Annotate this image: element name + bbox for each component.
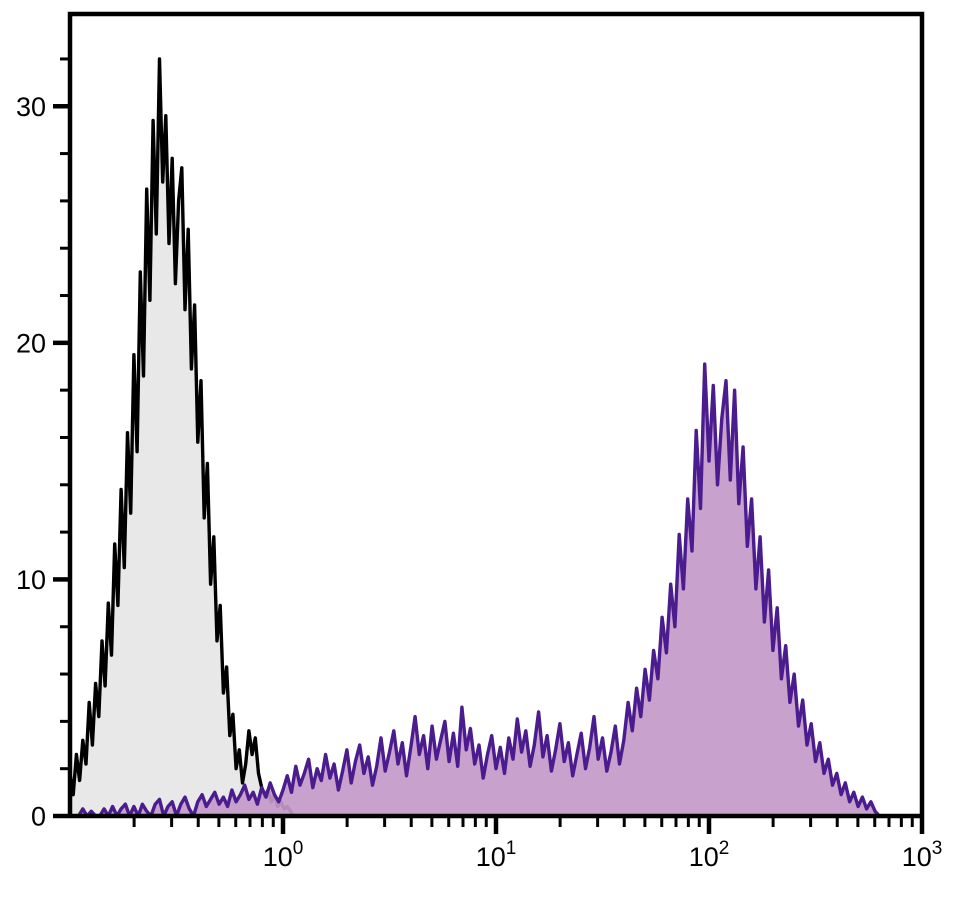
x-tick-label: 101 [476, 838, 517, 872]
plot-frame [67, 11, 925, 819]
stained-sample-outline [68, 362, 882, 818]
axis-ticks-layer [53, 57, 925, 834]
y-tick-label: 30 [16, 92, 46, 122]
y-tick-label: 10 [16, 565, 46, 595]
y-tick-label: 0 [31, 802, 46, 832]
stained-sample-area [70, 364, 880, 816]
x-tick-label: 100 [263, 838, 304, 872]
y-tick-label: 20 [16, 328, 46, 358]
axis-tick-labels-layer: 0 10 20 30 100 101 102 103 [16, 92, 942, 872]
plot-border [67, 11, 925, 819]
series-stained-sample [68, 362, 882, 818]
unstained-control-area [70, 58, 294, 816]
x-tick-label: 102 [689, 838, 730, 872]
series-unstained-control [68, 57, 296, 818]
x-tick-label: 103 [902, 838, 943, 872]
series-layer [68, 57, 882, 818]
unstained-control-outline [68, 57, 296, 818]
